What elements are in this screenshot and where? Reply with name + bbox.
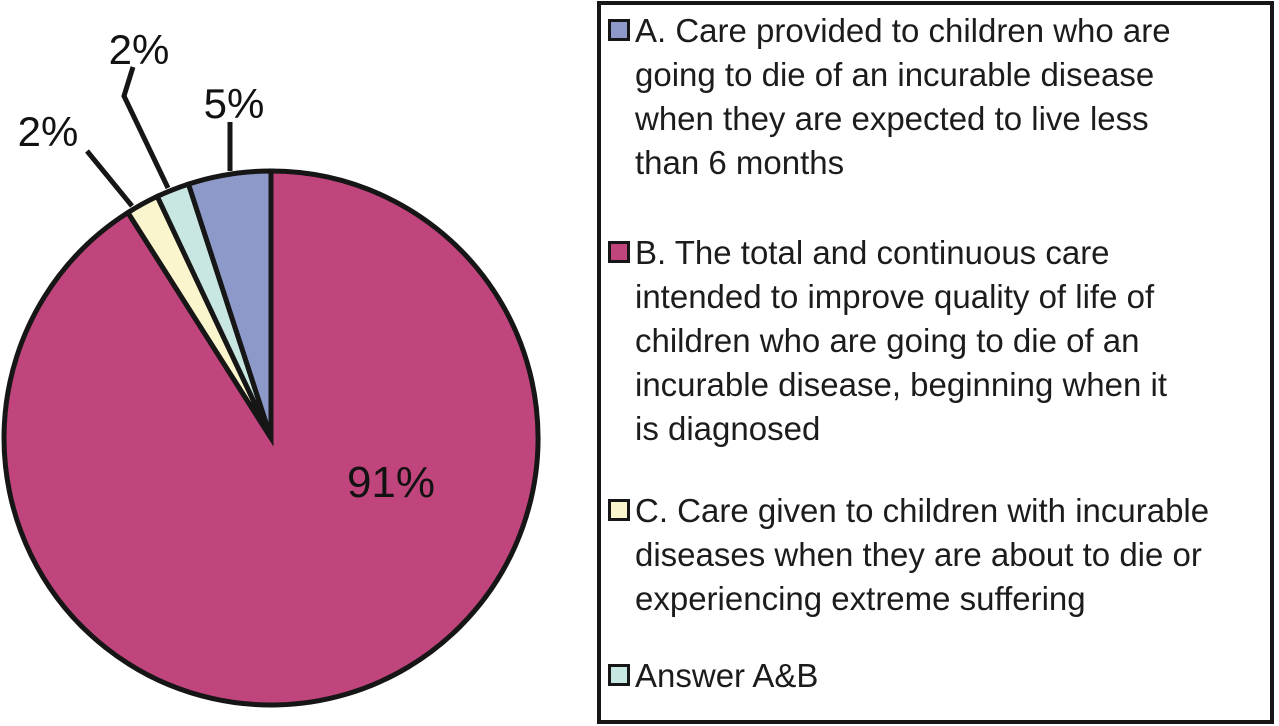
legend-label-answer-ab: Answer A&B [635, 654, 1263, 698]
legend-swatch-c [608, 499, 630, 521]
pct-label-b: 91% [347, 458, 435, 507]
legend-text-line: B. The total and continuous care [635, 234, 1110, 271]
legend-text-line: going to die of an incurable disease [635, 56, 1155, 93]
legend-label-c: C. Care given to children with incurable… [635, 489, 1263, 621]
legend-label-b: B. The total and continuous care intende… [635, 231, 1263, 451]
legend-swatch-a [608, 19, 630, 41]
legend-text-line: is diagnosed [635, 410, 821, 447]
leader-line-2pct-left [85, 149, 134, 208]
leader-line-2pct-top [121, 66, 171, 190]
pct-label-answer-ab: 2% [109, 26, 170, 73]
legend-item-answer-ab: Answer A&B [601, 654, 1263, 698]
legend-text-line: experiencing extreme suffering [635, 580, 1086, 617]
legend-text-line: intended to improve quality of life of [635, 278, 1155, 315]
legend: A. Care provided to children who are goi… [597, 1, 1274, 724]
legend-text-line: incurable disease, beginning when it [635, 366, 1168, 403]
legend-item-a: A. Care provided to children who are goi… [601, 9, 1263, 185]
legend-text-line: C. Care given to children with incurable [635, 492, 1210, 529]
legend-text-line: Answer A&B [635, 657, 819, 694]
pie-slice-a [185, 168, 274, 439]
legend-swatch-answer-ab [608, 664, 630, 686]
legend-text-line: when they are expected to live less [635, 100, 1149, 137]
pie-chart: 2% 2% 5% 91% [1, 26, 541, 708]
legend-swatch-b [608, 241, 630, 263]
legend-item-c: C. Care given to children with incurable… [601, 489, 1263, 621]
legend-text-line: children who are going to die of an [635, 322, 1140, 359]
legend-label-a: A. Care provided to children who are goi… [635, 9, 1263, 185]
legend-item-b: B. The total and continuous care intende… [601, 231, 1263, 451]
pct-label-c: 2% [18, 108, 79, 155]
legend-text-line: diseases when they are about to die or [635, 536, 1202, 573]
legend-text-line: than 6 months [635, 144, 845, 181]
pct-label-a: 5% [204, 80, 265, 127]
legend-text-line: A. Care provided to children who are [635, 12, 1171, 49]
